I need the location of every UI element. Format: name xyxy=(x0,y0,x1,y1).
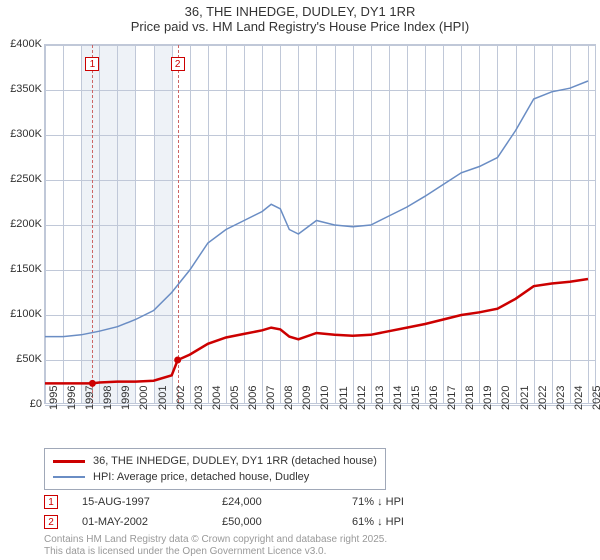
legend-item: 36, THE INHEDGE, DUDLEY, DY1 1RR (detach… xyxy=(53,453,377,469)
credits-line1: Contains HM Land Registry data © Crown c… xyxy=(44,534,387,546)
x-tick-label: 2020 xyxy=(500,386,512,410)
legend-label: 36, THE INHEDGE, DUDLEY, DY1 1RR (detach… xyxy=(93,455,377,467)
x-tick-label: 2024 xyxy=(573,386,585,410)
x-tick-label: 1995 xyxy=(48,386,60,410)
x-tick-label: 2013 xyxy=(374,386,386,410)
y-tick-label: £50K xyxy=(2,353,42,365)
x-tick-label: 1998 xyxy=(102,386,114,410)
x-tick-label: 2011 xyxy=(338,386,350,410)
x-tick-label: 2004 xyxy=(211,386,223,410)
marker-delta: 61% ↓ HPI xyxy=(352,516,462,528)
y-tick-label: £250K xyxy=(2,173,42,185)
x-tick-label: 2007 xyxy=(265,386,277,410)
event-point xyxy=(174,357,181,364)
y-tick-label: £400K xyxy=(2,38,42,50)
legend-item: HPI: Average price, detached house, Dudl… xyxy=(53,469,377,485)
x-tick-label: 2008 xyxy=(283,386,295,410)
marker-badge: 1 xyxy=(44,495,58,509)
credits-line2: This data is licensed under the Open Gov… xyxy=(44,546,387,558)
marker-row: 2 01-MAY-2002£50,00061% ↓ HPI xyxy=(44,512,462,532)
y-tick-label: £300K xyxy=(2,128,42,140)
series-line xyxy=(45,279,588,383)
y-tick-label: £100K xyxy=(2,308,42,320)
y-tick-label: £350K xyxy=(2,83,42,95)
x-tick-label: 2021 xyxy=(519,386,531,410)
x-tick-label: 1997 xyxy=(84,386,96,410)
x-tick-label: 2000 xyxy=(138,386,150,410)
y-tick-label: £200K xyxy=(2,218,42,230)
marker-date: 01-MAY-2002 xyxy=(82,516,222,528)
x-tick-label: 2012 xyxy=(356,386,368,410)
x-tick-label: 2001 xyxy=(157,386,169,410)
chart-plot-area: 12 xyxy=(44,44,596,404)
x-tick-label: 2005 xyxy=(229,386,241,410)
series-line xyxy=(45,81,588,337)
legend-box: 36, THE INHEDGE, DUDLEY, DY1 1RR (detach… xyxy=(44,448,386,490)
legend-swatch xyxy=(53,476,85,478)
y-tick-label: £150K xyxy=(2,263,42,275)
x-tick-label: 2010 xyxy=(319,386,331,410)
chart-subtitle: Price paid vs. HM Land Registry's House … xyxy=(0,19,600,34)
x-tick-label: 2025 xyxy=(591,386,600,410)
x-tick-label: 2002 xyxy=(175,386,187,410)
x-tick-label: 2019 xyxy=(482,386,494,410)
marker-price: £50,000 xyxy=(222,516,352,528)
chart-svg xyxy=(45,45,597,405)
marker-price: £24,000 xyxy=(222,496,352,508)
marker-date: 15-AUG-1997 xyxy=(82,496,222,508)
x-tick-label: 2015 xyxy=(410,386,422,410)
marker-table: 1 15-AUG-1997£24,00071% ↓ HPI 2 01-MAY-2002… xyxy=(44,492,462,532)
marker-delta: 71% ↓ HPI xyxy=(352,496,462,508)
x-tick-label: 2003 xyxy=(193,386,205,410)
x-tick-label: 2016 xyxy=(428,386,440,410)
legend-label: HPI: Average price, detached house, Dudl… xyxy=(93,471,309,483)
x-tick-label: 2022 xyxy=(537,386,549,410)
chart-title: 36, THE INHEDGE, DUDLEY, DY1 1RR xyxy=(0,0,600,19)
x-tick-label: 2018 xyxy=(464,386,476,410)
x-tick-label: 2006 xyxy=(247,386,259,410)
marker-row: 1 15-AUG-1997£24,00071% ↓ HPI xyxy=(44,492,462,512)
credits: Contains HM Land Registry data © Crown c… xyxy=(44,534,387,558)
x-tick-label: 2023 xyxy=(555,386,567,410)
marker-badge: 2 xyxy=(44,515,58,529)
x-tick-label: 1999 xyxy=(120,386,132,410)
x-tick-label: 2017 xyxy=(446,386,458,410)
x-tick-label: 2009 xyxy=(301,386,313,410)
legend-swatch xyxy=(53,460,85,463)
x-tick-label: 2014 xyxy=(392,386,404,410)
x-tick-label: 1996 xyxy=(66,386,78,410)
y-tick-label: £0 xyxy=(2,398,42,410)
